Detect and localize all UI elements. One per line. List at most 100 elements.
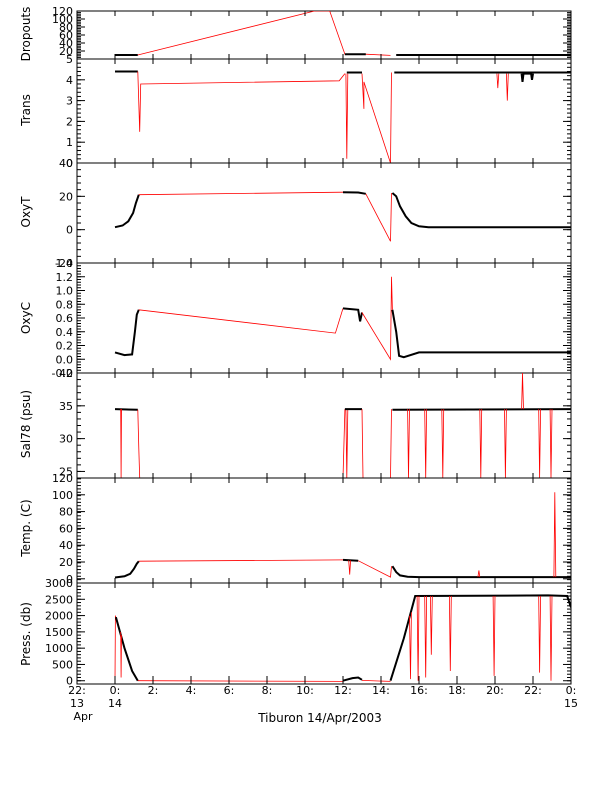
y-tick-label: 25: [59, 465, 73, 478]
y-axis-title: Temp. (C): [19, 499, 33, 557]
y-tick-label: 1.0: [56, 285, 74, 298]
y-tick-label: 1000: [45, 642, 73, 655]
series-group: [115, 70, 571, 163]
series-line: [358, 560, 392, 578]
series-line: [137, 71, 346, 132]
x-tick-label: 15: [564, 697, 578, 710]
series-line: [342, 307, 363, 322]
x-tick-label: 0:: [110, 684, 121, 697]
y-tick-label: 3: [66, 95, 73, 108]
series-line: [391, 565, 571, 579]
y-tick-label: 0: [66, 573, 73, 586]
y-tick-label: 1500: [45, 626, 73, 639]
series-line: [114, 408, 138, 411]
y-axis-title: Dropouts: [19, 7, 33, 62]
y-tick-label: 100: [52, 13, 73, 26]
y-tick-label: 40: [59, 37, 73, 50]
x-tick-label: 22:: [68, 684, 86, 697]
series-line: [138, 559, 344, 562]
x-tick-label: 13: [70, 697, 84, 710]
y-tick-label: 120: [52, 5, 73, 18]
chart-caption: Tiburon 14/Apr/2003: [257, 711, 382, 725]
series-line: [391, 309, 571, 359]
series-line: [430, 595, 433, 655]
chart-panels: 20406080100120Dropouts012345Trans-200204…: [19, 5, 572, 688]
series-line: [506, 73, 509, 101]
y-tick-label: 20: [59, 45, 73, 58]
panel-frame: [76, 162, 572, 264]
x-tick-label: 14:: [372, 684, 390, 697]
series-line: [361, 680, 391, 682]
series-line: [114, 560, 140, 579]
y-tick-label: 4: [66, 74, 73, 87]
y-tick-label: 2000: [45, 610, 73, 623]
series-line: [342, 676, 363, 682]
series-group: [114, 492, 571, 579]
series-line: [137, 680, 344, 682]
y-tick-label: 60: [59, 29, 73, 42]
y-tick-label: 20: [59, 556, 73, 569]
y-tick-label: 20: [59, 190, 73, 203]
series-line: [114, 194, 140, 229]
y-tick-label: 1.2: [56, 271, 74, 284]
y-tick-label: 0: [66, 224, 73, 237]
series-line: [521, 373, 524, 410]
series-line: [441, 409, 445, 478]
series-line: [137, 409, 346, 478]
y-tick-label: 40: [59, 367, 73, 380]
series-line: [549, 595, 553, 681]
x-tick-label: 16:: [410, 684, 428, 697]
y-tick-label: 40: [59, 157, 73, 170]
series-line: [114, 615, 117, 681]
y-tick-label: 0.6: [56, 312, 74, 325]
series-line: [137, 11, 391, 56]
y-tick-label: 30: [59, 433, 73, 446]
series-line: [409, 612, 412, 680]
panel-4: -0.20.00.20.40.60.81.01.21.4 OxyC: [19, 257, 572, 380]
series-line: [114, 616, 139, 682]
y-tick-label: 2: [66, 115, 73, 128]
x-tick-label: 20:: [486, 684, 504, 697]
y-tick-label: 0.2: [56, 340, 74, 353]
x-tick-label: 4:: [186, 684, 197, 697]
panel-frame: [76, 582, 572, 685]
series-line: [424, 595, 427, 678]
x-tick-label: 18:: [448, 684, 466, 697]
y-tick-label: 500: [52, 658, 73, 671]
series-line: [345, 409, 349, 478]
series-line: [342, 191, 366, 195]
panel-6: 0 20 40 60 80 100 120 Temp. (C): [19, 472, 572, 586]
y-tick-label: 120: [52, 472, 73, 485]
y-tick-label: -20: [55, 257, 73, 270]
series-line: [549, 409, 553, 478]
y-tick-label: 0: [66, 157, 73, 170]
y-axis-title: Sal78 (psu): [19, 390, 33, 458]
series-group: [114, 594, 571, 682]
series-line: [138, 191, 344, 196]
y-tick-label: 60: [59, 522, 73, 535]
series-line: [553, 492, 557, 578]
y-tick-label: 1.4: [56, 257, 74, 270]
series-line: [449, 595, 452, 672]
series-line: [361, 409, 392, 478]
x-tick-label: 12:: [334, 684, 352, 697]
y-axis-title: OxyC: [19, 302, 33, 334]
series-line: [538, 409, 541, 478]
panel-7: 0 500 1000 1500 2000 2500 3000 Press. (db): [19, 577, 572, 688]
series-line: [391, 192, 571, 229]
series-line: [361, 72, 392, 163]
x-tick-label: 8:: [262, 684, 273, 697]
y-axis-title: OxyT: [19, 196, 33, 228]
series-line: [477, 570, 481, 578]
series-line: [424, 409, 427, 478]
y-tick-label: -0.2: [52, 367, 73, 380]
series-group: [114, 276, 571, 361]
series-group: [115, 11, 571, 56]
y-tick-label: 80: [59, 21, 73, 34]
series-line: [365, 192, 392, 242]
y-tick-label: 80: [59, 506, 73, 519]
x-tick-label: 6:: [224, 684, 235, 697]
series-group: [114, 191, 571, 242]
